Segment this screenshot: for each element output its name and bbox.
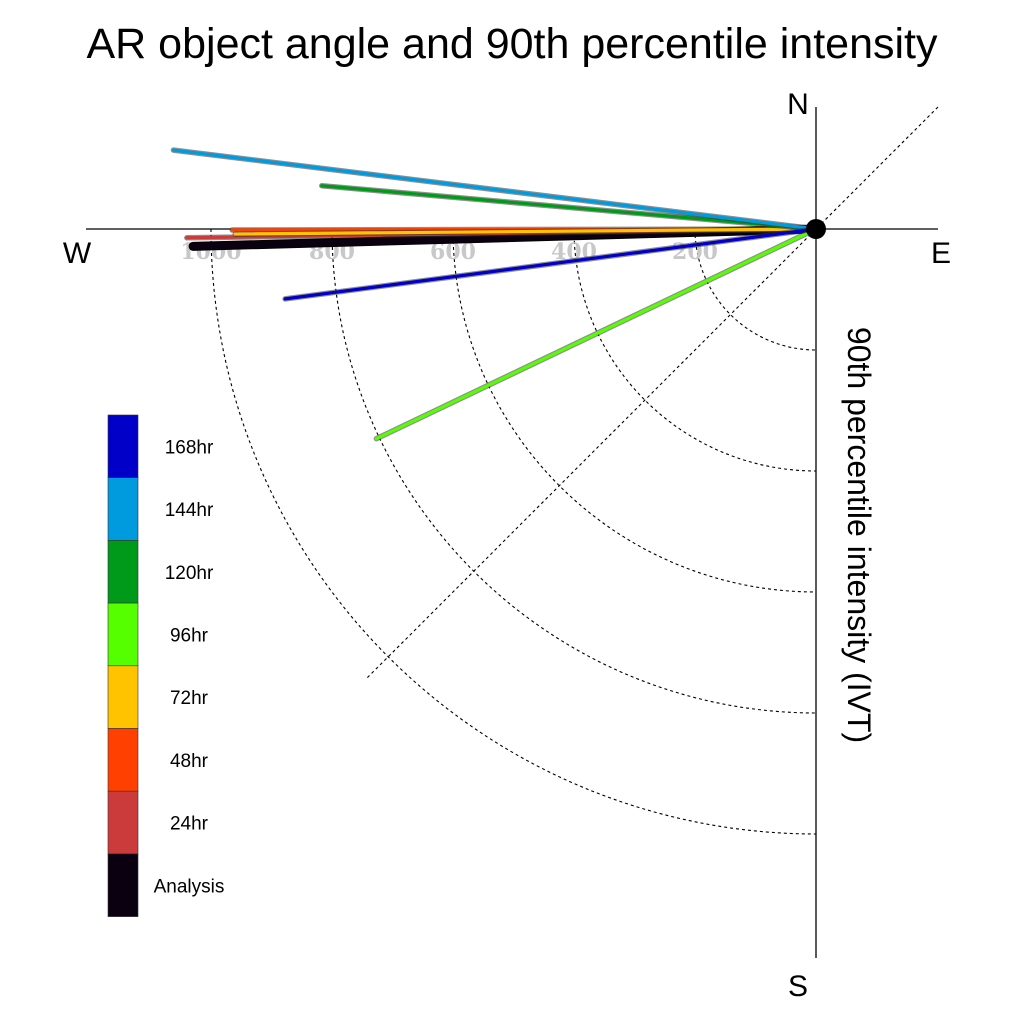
series-lines bbox=[170, 147, 821, 442]
legend-swatch-analysis bbox=[107, 853, 139, 917]
series-line-120hr bbox=[320, 184, 818, 231]
legend-label-72hr: 72hr bbox=[170, 688, 209, 709]
grid-diagonal bbox=[366, 106, 939, 679]
grid-ring-400 bbox=[573, 228, 817, 472]
compass-south: S bbox=[788, 970, 808, 1003]
series-line-96hr bbox=[374, 227, 818, 441]
radial-axis-label: 90th percentile intensity (IVT) bbox=[841, 327, 877, 743]
legend-label-48hr: 48hr bbox=[170, 751, 209, 772]
legend-swatch-24hr bbox=[107, 790, 139, 855]
legend-label-144hr: 144hr bbox=[165, 500, 214, 521]
legend-swatch-48hr bbox=[107, 728, 139, 792]
compass-west: W bbox=[63, 237, 92, 270]
legend-swatch-144hr bbox=[107, 477, 139, 541]
chart-grid bbox=[210, 106, 939, 835]
chart-title: AR object angle and 90th percentile inte… bbox=[87, 20, 938, 68]
compass-north: N bbox=[787, 88, 809, 121]
legend-swatch-72hr bbox=[107, 665, 139, 729]
grid-ring-1000 bbox=[210, 228, 817, 835]
origin-marker bbox=[806, 219, 826, 239]
legend-label-24hr: 24hr bbox=[170, 814, 209, 835]
legend-swatch-96hr bbox=[107, 602, 139, 667]
legend-label-96hr: 96hr bbox=[170, 625, 209, 646]
grid-ring-200 bbox=[694, 228, 817, 351]
series-line-168hr bbox=[283, 227, 818, 301]
legend: 168hr 144hr 120hr 96hr 72hr 48hr 24hr Analysis bbox=[107, 414, 225, 917]
legend-swatch-168hr bbox=[107, 414, 139, 479]
legend-label-120hr: 120hr bbox=[165, 563, 214, 584]
legend-label-analysis: Analysis bbox=[154, 876, 225, 897]
series-line-144hr bbox=[171, 148, 818, 231]
compass-east: E bbox=[931, 237, 951, 270]
legend-swatch-120hr bbox=[107, 540, 139, 604]
series-line-72hr bbox=[233, 227, 818, 236]
legend-label-168hr: 168hr bbox=[165, 437, 214, 458]
